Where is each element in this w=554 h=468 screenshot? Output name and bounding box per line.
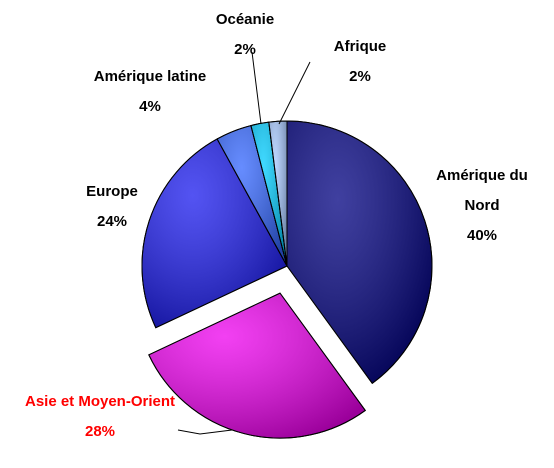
percent-label: 4% — [139, 98, 161, 115]
category-name: Asie et Moyen-Orient — [24, 393, 176, 410]
percent-label: 2% — [234, 41, 256, 58]
slice-label: Océanie 2% — [195, 5, 295, 65]
category-name: Amérique latine — [93, 68, 207, 85]
slice-shade — [268, 120, 288, 267]
leader-lines — [177, 51, 311, 435]
percent-label: 24% — [96, 213, 128, 230]
slice-shade — [286, 120, 433, 385]
category-name: Amérique du Nord — [436, 167, 528, 214]
slice-shade — [141, 138, 288, 329]
slice-label: Europe 24% — [52, 177, 172, 237]
slice-shade — [148, 292, 366, 439]
percent-label: 40% — [466, 227, 498, 244]
slice-label: Afrique 2% — [310, 32, 410, 92]
slice-label: Amérique du Nord 40% — [427, 161, 537, 251]
category-name: Europe — [86, 183, 138, 200]
slice-label: Asie et Moyen-Orient 28% — [15, 387, 185, 447]
slices — [141, 120, 433, 439]
percent-label: 2% — [349, 68, 371, 85]
leader-line — [177, 429, 233, 435]
slice-label: Amérique latine 4% — [60, 62, 240, 122]
leader-line — [278, 61, 311, 125]
leader-line — [251, 51, 262, 125]
category-name: Océanie — [215, 11, 275, 28]
percent-label: 28% — [84, 423, 116, 440]
category-name: Afrique — [333, 38, 387, 55]
